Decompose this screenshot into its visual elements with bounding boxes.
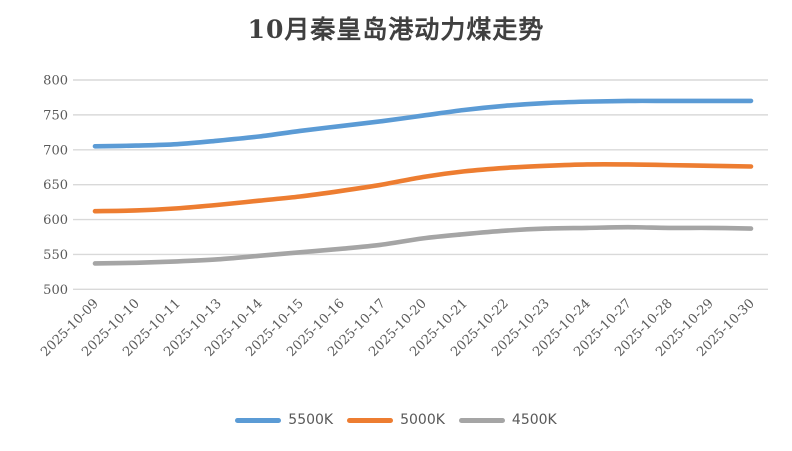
series-line-5000k — [92, 161, 754, 214]
legend-line-swatch — [458, 417, 505, 423]
series-line-5500k — [92, 98, 754, 149]
series-line-4500k — [92, 224, 754, 266]
legend-line-swatch — [235, 417, 282, 423]
legend-label: 5500K — [288, 412, 334, 428]
y-axis-label: 650 — [43, 178, 68, 193]
chart-title: 10月秦皇岛港动力煤走势 — [247, 15, 545, 44]
y-axis-label: 550 — [43, 248, 68, 263]
y-axis-label: 800 — [43, 74, 68, 89]
y-axis-label: 500 — [43, 283, 68, 298]
legend-item-5000k: 5000K — [347, 412, 445, 428]
legend-item-4500k: 4500K — [458, 412, 557, 428]
legend-label: 4500K — [511, 412, 557, 428]
legend: 5500K 5000K 4500K — [0, 412, 792, 428]
legend-item-5500k: 5500K — [235, 412, 333, 428]
y-axis-label: 700 — [43, 143, 68, 158]
legend-line-swatch — [347, 417, 394, 423]
legend-label: 5000K — [400, 412, 445, 428]
y-axis-label: 750 — [43, 108, 68, 123]
y-axis-label: 600 — [43, 213, 68, 228]
